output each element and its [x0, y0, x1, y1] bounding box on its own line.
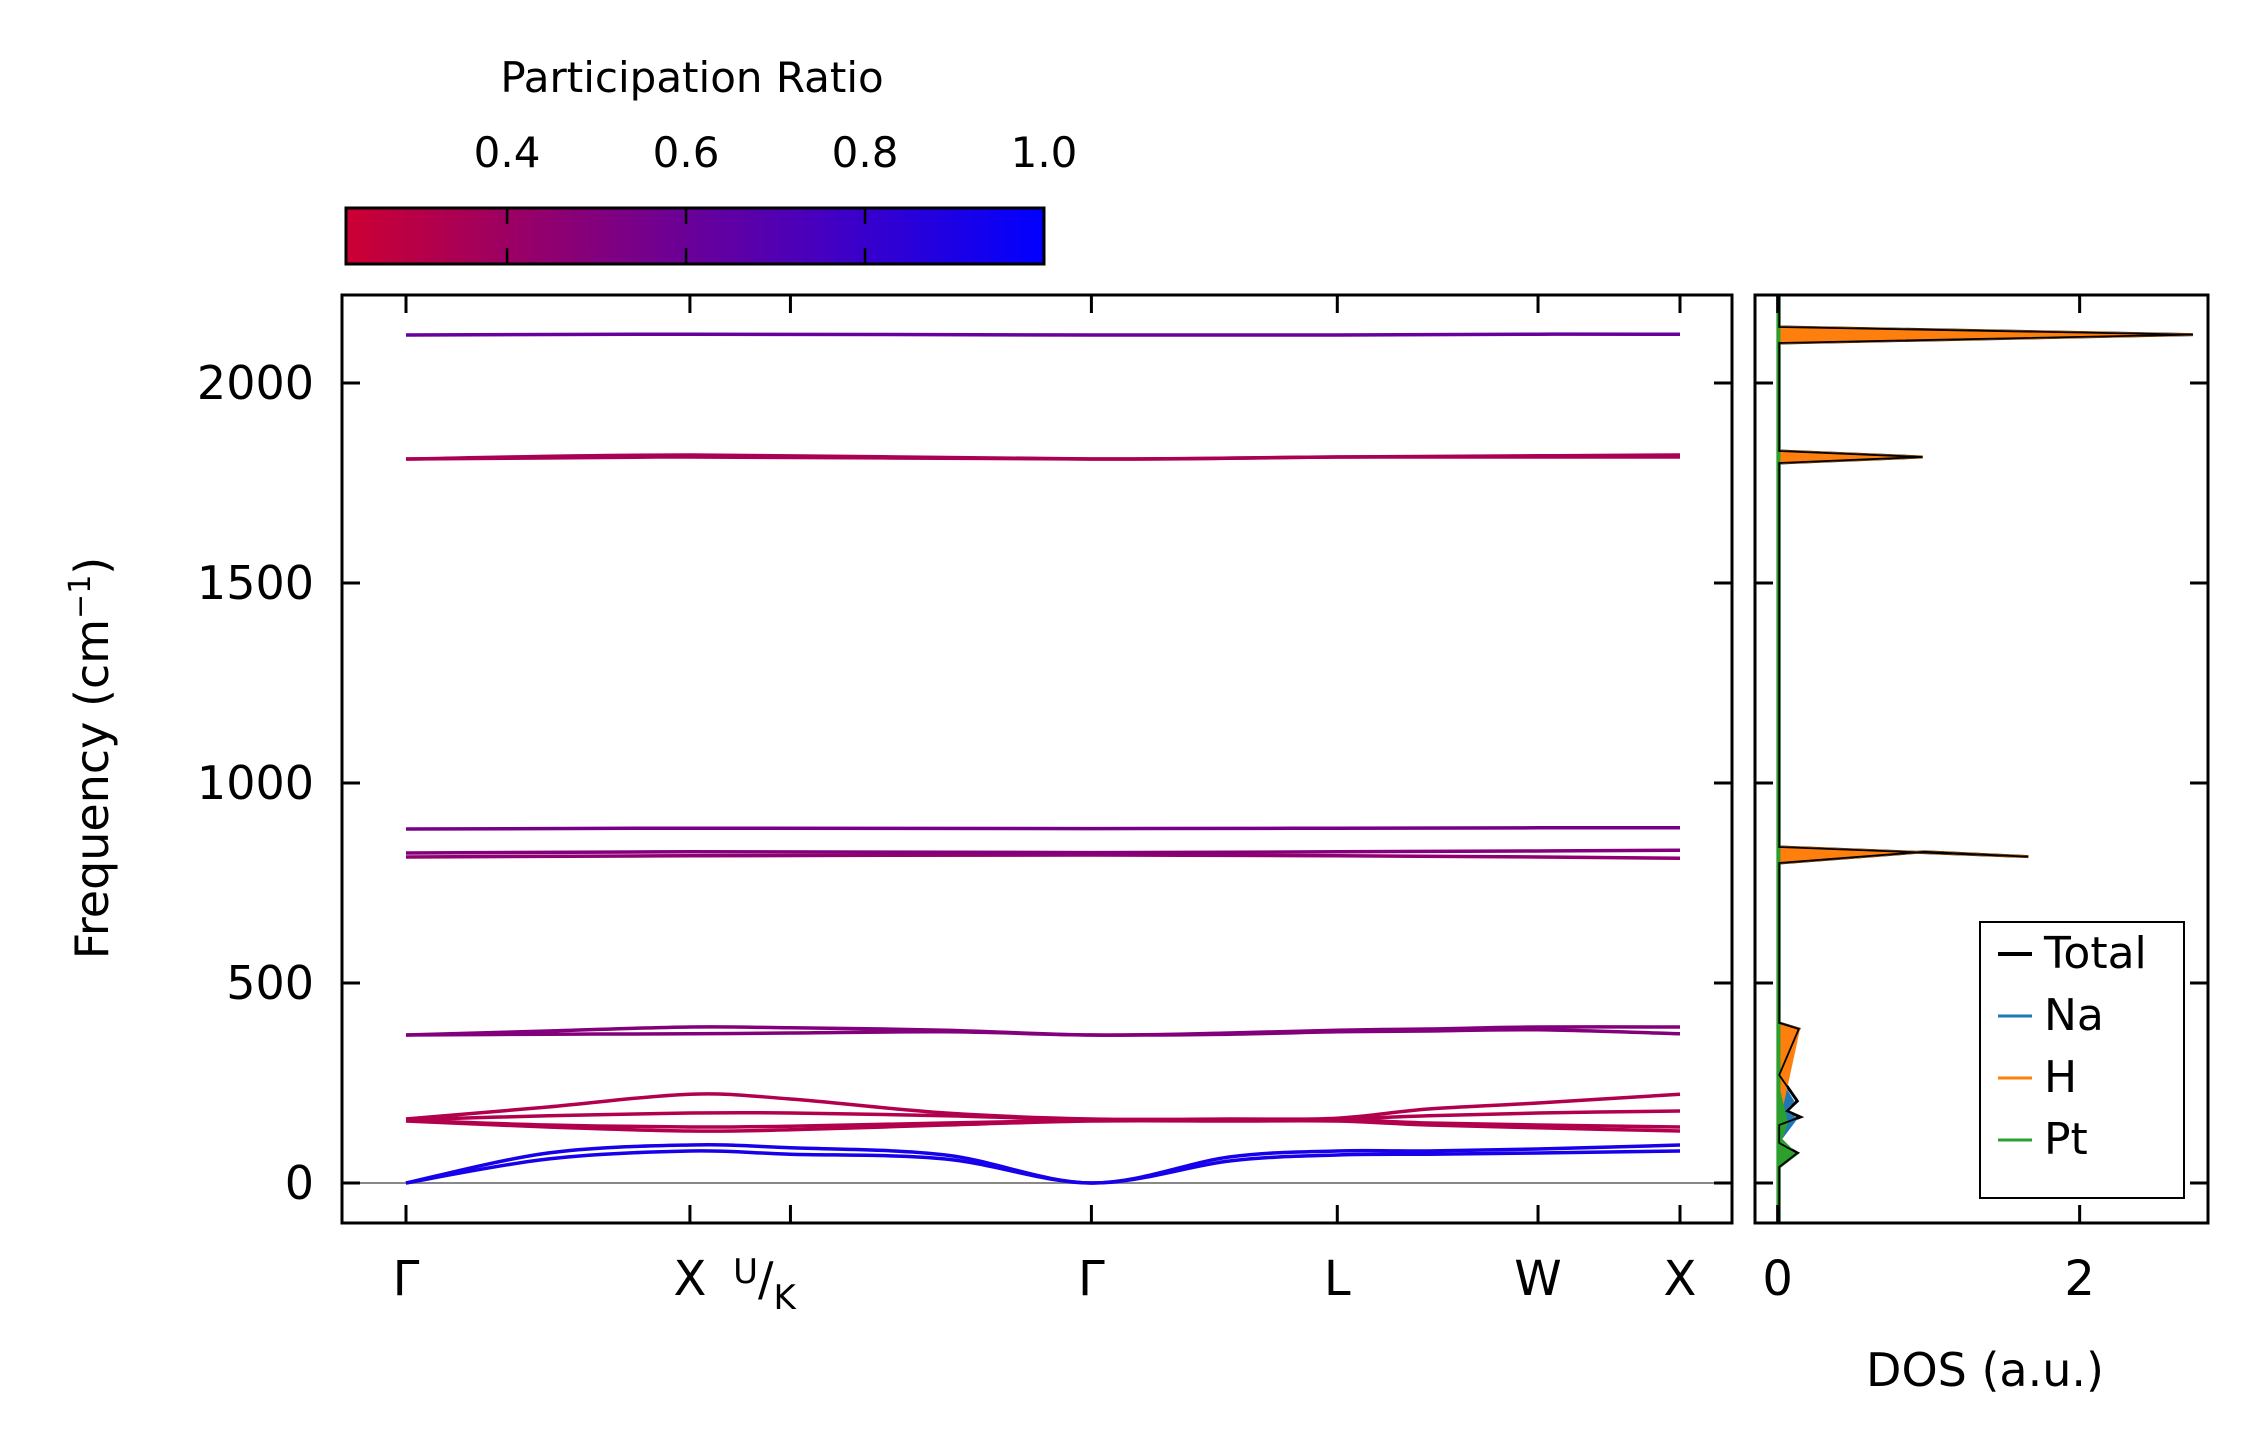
colorbar-tick-label: 0.6: [653, 128, 720, 177]
band-optic-7: [405, 853, 1681, 860]
legend-label-h: H: [2044, 1052, 2077, 1103]
band-axes-frame: [340, 293, 1734, 1225]
band-optic-6: [405, 1027, 1681, 1037]
band-optic-2: [405, 1109, 1681, 1122]
dos-x-tick-label: 0: [1762, 1251, 1793, 1307]
dos-y-ticks: [1755, 381, 2208, 1185]
band-optic-11: [405, 455, 1680, 461]
dos-axes-frame: [1753, 293, 2210, 1225]
y-axis-label-main: Frequency (cm: [65, 619, 119, 959]
phonon-bands: [405, 332, 1681, 1185]
colorbar-tick-label: 0.8: [832, 128, 899, 177]
dos-legend: Total Na H Pt: [1979, 921, 2185, 1199]
colorbar-ticks: 0.4 0.6 0.8 1.0: [474, 128, 1078, 264]
colorbar-tick-label: 0.4: [474, 128, 541, 177]
colorbar-label: Participation Ratio: [500, 53, 883, 102]
legend-label-na: Na: [2044, 990, 2104, 1041]
band-optic-9: [405, 826, 1681, 831]
colorbar: Participation Ratio 0.4 0.6 0.8 1.0: [344, 53, 1078, 266]
band-y-ticks: 0 500 1000 1500 2000: [197, 356, 1732, 1210]
legend-entries: Total Na H Pt: [1998, 928, 2147, 1165]
path-label: W: [1514, 1251, 1561, 1307]
path-label-slash: /: [758, 1252, 774, 1306]
path-label-lower: K: [773, 1278, 797, 1318]
y-tick-label: 1000: [197, 756, 314, 810]
path-label: X: [673, 1251, 706, 1307]
path-label: X: [1664, 1251, 1697, 1307]
band-optic-8: [405, 848, 1681, 855]
dos-x-tick-label: 2: [2064, 1251, 2095, 1307]
band-acoustic-2: [405, 1143, 1681, 1185]
dos-curves: [1776, 295, 2193, 1223]
path-label-upper: U: [733, 1252, 758, 1292]
y-tick-label: 0: [285, 1156, 314, 1210]
path-label: Γ: [393, 1251, 420, 1307]
colorbar-gradient: [344, 206, 1046, 266]
y-tick-label: 1500: [197, 556, 314, 610]
dos-series-total-outline: [1778, 295, 2193, 1223]
legend-label-pt: Pt: [2044, 1114, 2088, 1165]
legend-label-total: Total: [2043, 928, 2147, 979]
legend-frame: [1979, 921, 2185, 1199]
y-tick-label: 500: [226, 956, 314, 1010]
y-axis-label-sup: −1: [63, 575, 98, 619]
band-optic-12: [405, 332, 1681, 337]
y-tick-label: 2000: [197, 356, 314, 410]
path-label: Γ: [1078, 1251, 1105, 1307]
band-optic-4: [405, 1118, 1681, 1133]
path-label: L: [1324, 1251, 1351, 1307]
band-x-ticks: Γ X U/K Γ L W X: [393, 295, 1697, 1318]
path-label: U/K: [733, 1252, 797, 1318]
y-axis-label-close: ): [65, 557, 119, 575]
dos-x-axis-label: DOS (a.u.): [1866, 1343, 2104, 1397]
y-axis-label: Frequency (cm−1): [63, 557, 119, 960]
colorbar-tick-label: 1.0: [1011, 128, 1078, 177]
